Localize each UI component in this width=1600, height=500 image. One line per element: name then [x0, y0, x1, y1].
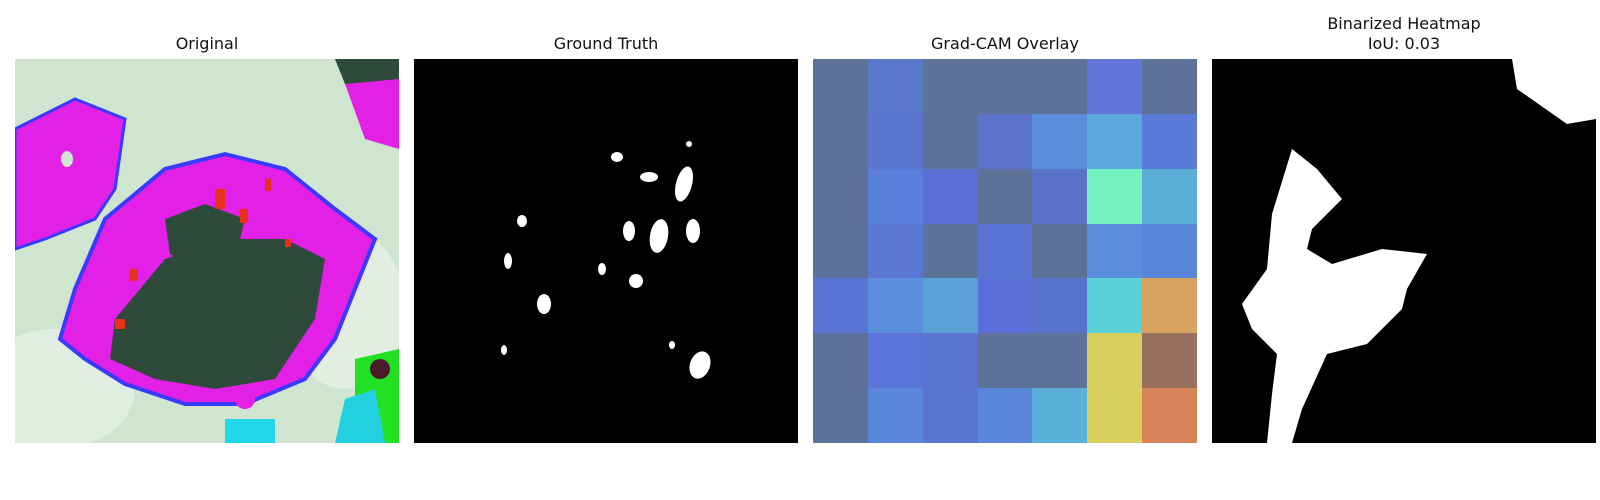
gradcam-cell: [922, 333, 978, 389]
gradcam-cell: [1087, 388, 1143, 443]
gradcam-cell: [1142, 388, 1197, 443]
gradcam-cell: [867, 223, 923, 279]
panel-title-original: Original: [175, 34, 239, 53]
gradcam-cell: [813, 333, 868, 389]
gradcam-cell: [1032, 278, 1088, 334]
gradcam-cell: [922, 59, 978, 114]
gradcam-cell: [977, 113, 1033, 169]
gradcam-cell: [977, 278, 1033, 334]
gradcam-cell: [813, 278, 868, 334]
gradcam-cell: [977, 59, 1033, 114]
gradcam-cell: [867, 388, 923, 443]
gradcam-cell: [867, 113, 923, 169]
binarized-title-line1: Binarized Heatmap: [1327, 14, 1481, 33]
gradcam-cell: [1087, 278, 1143, 334]
panel-title-gradcam: Grad-CAM Overlay: [931, 34, 1079, 53]
binarized-heatmap: [1212, 59, 1596, 443]
gradcam-cell: [867, 59, 923, 114]
gradcam-cell: [813, 388, 868, 443]
gradcam-cell: [813, 223, 868, 279]
gradcam-cell: [867, 278, 923, 334]
gradcam-cell: [922, 168, 978, 224]
gradcam-cell: [813, 59, 868, 114]
gradcam-cell: [922, 388, 978, 443]
gradcam-cell: [1087, 223, 1143, 279]
gradcam-cell: [977, 223, 1033, 279]
gradcam-cell: [1142, 168, 1197, 224]
gradcam-cell: [922, 223, 978, 279]
panel-title-binarized: Binarized Heatmap IoU: 0.03: [1212, 14, 1596, 54]
iou-score: IoU: 0.03: [1367, 34, 1441, 53]
gradcam-cell: [1142, 333, 1197, 389]
gradcam-cell: [977, 168, 1033, 224]
gradcam-cell: [1142, 59, 1197, 114]
gradcam-cell: [977, 333, 1033, 389]
gradcam-cell: [1142, 223, 1197, 279]
gradcam-cell: [1087, 59, 1143, 114]
gradcam-cell: [867, 333, 923, 389]
original-image: [15, 59, 399, 443]
gradcam-cell: [1087, 168, 1143, 224]
gradcam-cell: [867, 168, 923, 224]
gradcam-cell: [1032, 113, 1088, 169]
gradcam-cell: [1032, 333, 1088, 389]
gradcam-cell: [922, 113, 978, 169]
gradcam-cell: [1032, 168, 1088, 224]
gradcam-cell: [1142, 113, 1197, 169]
gradcam-cell: [1032, 388, 1088, 443]
gradcam-cell: [813, 113, 868, 169]
gradcam-cell: [1032, 223, 1088, 279]
gradcam-overlay: [813, 59, 1197, 443]
gradcam-cell: [813, 168, 868, 224]
gradcam-cell: [1087, 333, 1143, 389]
panel-title-ground-truth: Ground Truth: [553, 34, 659, 53]
gradcam-cell: [1087, 113, 1143, 169]
gradcam-cell: [1032, 59, 1088, 114]
gradcam-cell: [922, 278, 978, 334]
gradcam-cell: [977, 388, 1033, 443]
ground-truth-mask: [414, 59, 798, 443]
gradcam-cell: [1142, 278, 1197, 334]
